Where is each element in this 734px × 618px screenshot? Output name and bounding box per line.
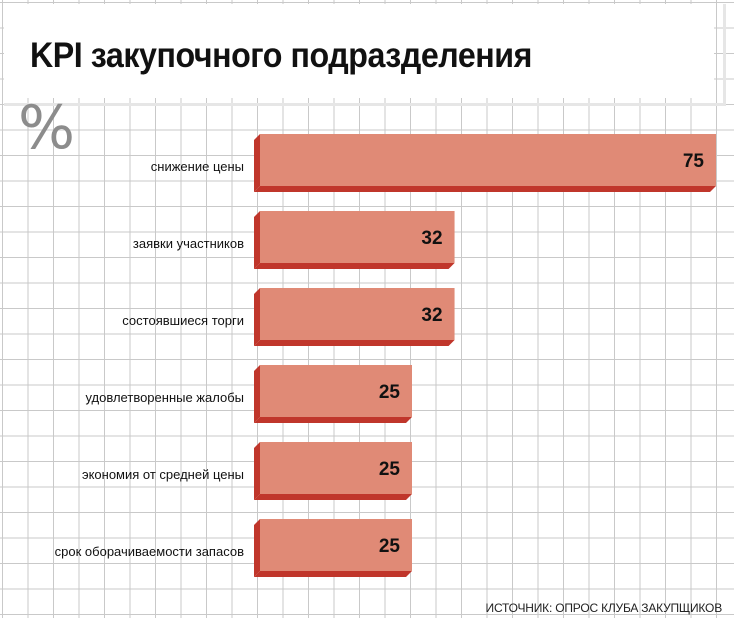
bar-value-label: 32: [421, 228, 442, 249]
bar-value-label: 25: [379, 382, 401, 403]
bar: [260, 288, 455, 340]
category-label-состоявшиеся-торги: состоявшиеся торги: [122, 313, 244, 328]
category-label-экономия-от-средней-цены: экономия от средней цены: [82, 467, 244, 482]
bar-group-3: 25 удовлетворенные жалобы: [85, 365, 412, 423]
bar-group-0: 75 снижение цены: [151, 134, 716, 192]
bar-value-label: 75: [683, 151, 705, 172]
bar-value-label: 25: [379, 459, 401, 480]
bar-left-side: [254, 442, 260, 500]
category-label-срок-оборачиваемости-запасов: срок оборачиваемости запасов: [55, 544, 244, 559]
bar-value-label: 32: [421, 305, 442, 326]
bar-group-2: 32 состоявшиеся торги: [122, 288, 455, 346]
title-panel: KPI закупочного подразделения: [4, 4, 726, 106]
bar: [260, 442, 412, 494]
category-label-заявки-участников: заявки участников: [133, 236, 244, 251]
bar-bottom-side: [254, 571, 412, 577]
bar-bottom-side: [254, 340, 455, 346]
bar-bottom-side: [254, 494, 412, 500]
bar-bottom-side: [254, 186, 716, 192]
bar-left-side: [254, 365, 260, 423]
bar-left-side: [254, 288, 260, 346]
bar-bottom-side: [254, 263, 455, 269]
category-label-снижение-цены: снижение цены: [151, 159, 244, 174]
bar-group-4: 25 экономия от средней цены: [82, 442, 412, 500]
bar-value-label: 25: [379, 536, 401, 557]
bar: [260, 211, 455, 263]
chart-title: KPI закупочного подразделения: [30, 36, 532, 75]
bar-bottom-side: [254, 417, 412, 423]
bar: [260, 134, 716, 186]
bar-group-5: 25 срок оборачиваемости запасов: [55, 519, 412, 577]
bar: [260, 519, 412, 571]
source-note: ИСТОЧНИК: ОПРОС КЛУБА ЗАКУПЩИКОВ: [485, 601, 723, 615]
bar-left-side: [254, 519, 260, 577]
bar-left-side: [254, 211, 260, 269]
unit-label: %: [18, 93, 76, 163]
bar: [260, 365, 412, 417]
category-label-удовлетворенные-жалобы: удовлетворенные жалобы: [85, 390, 244, 405]
bar-group-1: 32 заявки участников: [133, 211, 455, 269]
bar-left-side: [254, 134, 260, 192]
